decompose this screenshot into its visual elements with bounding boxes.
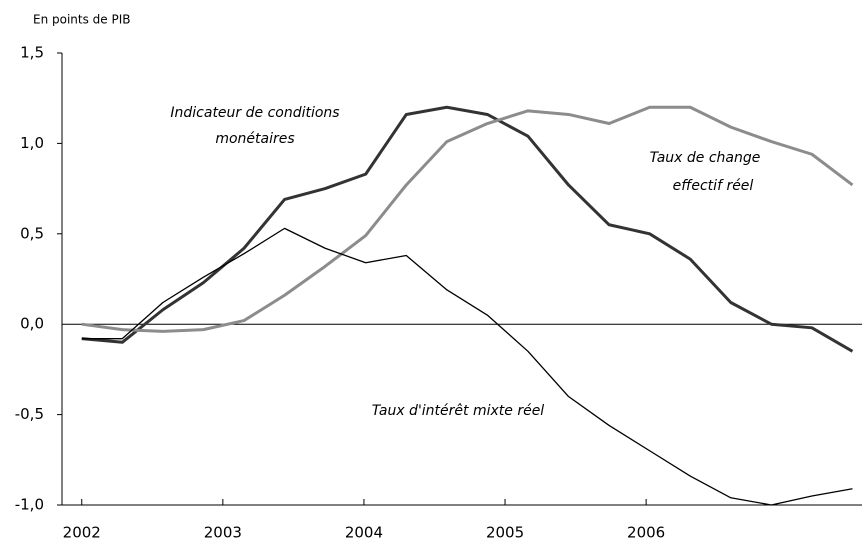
y-axis-label: En points de PIB — [33, 13, 131, 27]
series-line — [81, 105, 854, 353]
series-line — [81, 105, 854, 333]
y-tick-label: 1,0 — [20, 134, 44, 152]
annotation: Taux d'intérêt mixte réel — [372, 403, 545, 419]
series-line — [81, 227, 853, 506]
annotation-line: Taux de change — [650, 150, 761, 166]
x-tick-label: 2003 — [204, 524, 242, 542]
x-tick-label: 2006 — [627, 524, 665, 542]
x-tick-label: 2005 — [486, 524, 524, 542]
y-tick-label: 0,0 — [20, 315, 44, 333]
annotation-line: monétaires — [215, 131, 294, 147]
y-tick-label: -0,5 — [15, 405, 44, 423]
annotation-line: Indicateur de conditions — [170, 105, 339, 121]
annotation-line: effectif réel — [673, 178, 754, 194]
x-tick-label: 2002 — [63, 524, 101, 542]
y-tick-label: 1,5 — [20, 44, 44, 62]
x-tick-label: 2004 — [345, 524, 383, 542]
y-tick-label: 0,5 — [20, 224, 44, 242]
annotation: Taux de change effectif réel — [650, 150, 761, 194]
annotation: Indicateur de conditions monétaires — [170, 105, 339, 147]
y-tick-label: -1,0 — [15, 496, 44, 514]
